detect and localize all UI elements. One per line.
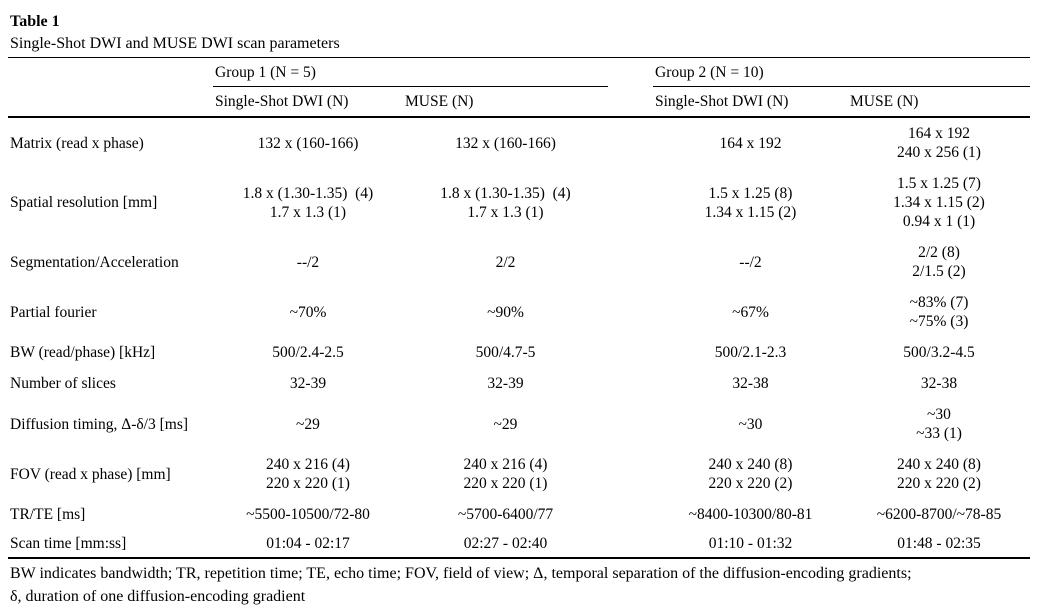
cell-g1-muse: 240 x 216 (4) 220 x 220 (1) [463,456,548,492]
cell-g2-muse: 32-38 [920,375,958,392]
cell-g1-muse: 2/2 [495,253,516,271]
cell-g2-muse: ~83% (7) ~75% (3) [909,294,969,330]
cell-g1-muse: ~29 [493,415,518,433]
group-header-row: Group 1 (N = 5) Group 2 (N = 10) [8,57,1030,87]
spacer-cell [608,368,653,399]
table-subtitle: Single-Shot DWI and MUSE DWI scan parame… [10,35,340,52]
table-row-diffusion-timing: Diffusion timing, Δ-δ/3 [ms] ~29 ~29 ~30… [8,399,1030,449]
group-spacer-cell [608,58,653,87]
cell-g1-muse: ~90% [487,303,524,321]
cell-g2-ssdwi: ~67% [732,303,769,321]
spacer-cell [608,449,653,499]
spacer-cell [608,237,653,287]
spacer-cell [608,287,653,337]
cell-g1-ssdwi: 500/2.4-2.5 [272,344,344,361]
table-row-partial-fourier: Partial fourier ~70% ~90% ~67% ~83% (7) … [8,287,1030,337]
cell-g2-ssdwi: 1.5 x 1.25 (8) 1.34 x 1.15 (2) [704,184,797,221]
spacer-cell [608,499,653,530]
cell-g1-ssdwi: 32-39 [289,375,327,392]
cell-g2-muse: ~30 ~33 (1) [916,406,962,442]
footnote-line-1: BW indicates bandwidth; TR, repetition t… [10,565,912,582]
column-header-empty-cell [8,86,213,118]
table-footnotes: BW indicates bandwidth; TR, repetition t… [10,563,1032,606]
spacer-cell [608,168,653,237]
spacer-cell [608,399,653,449]
row-label: Diffusion timing, Δ-δ/3 [ms] [10,415,189,433]
cell-g1-muse: 1.8 x (1.30-1.35) (4) 1.7 x 1.3 (1) [440,184,571,221]
cell-g2-muse: ~6200-8700/~78-85 [876,506,1002,523]
cell-g2-ssdwi: ~30 [738,415,763,433]
cell-g1-ssdwi: 1.8 x (1.30-1.35) (4) 1.7 x 1.3 (1) [242,184,374,221]
cell-g1-ssdwi: ~29 [296,415,320,433]
cell-g2-ssdwi: 32-38 [732,375,769,392]
cell-g2-muse: 500/3.2-4.5 [903,344,975,361]
cell-g1-muse: 132 x (160-166) [455,134,556,152]
row-label: Spatial resolution [mm] [10,194,158,211]
row-label: Segmentation/Acceleration [10,253,179,271]
cell-g1-ssdwi: ~5500-10500/72-80 [246,506,370,523]
group-2-header: Group 2 (N = 10) [653,57,1030,87]
table-row-number-of-slices: Number of slices 32-39 32-39 32-38 32-38 [8,368,1030,399]
cell-g2-muse: 240 x 240 (8) 220 x 220 (2) [897,456,981,492]
cell-g2-muse: 164 x 192 240 x 256 (1) [897,125,981,161]
col-header-group2-single-shot-dwi: Single-Shot DWI (N) [653,86,848,118]
cell-g2-ssdwi: ~8400-10300/80-81 [688,506,813,523]
row-label: BW (read/phase) [kHz] [10,344,156,361]
table-row-matrix: Matrix (read x phase) 132 x (160-166) 13… [8,117,1030,168]
cell-g2-ssdwi: --/2 [739,253,762,271]
row-label: TR/TE [ms] [10,506,86,523]
cell-g1-muse: 500/4.7-5 [475,344,536,361]
group-1-header: Group 1 (N = 5) [213,57,608,87]
table-row-bandwidth: BW (read/phase) [kHz] 500/2.4-2.5 500/4.… [8,337,1030,368]
table-row-scan-time: Scan time [mm:ss] 01:04 - 02:17 02:27 - … [8,530,1030,559]
row-label: Scan time [mm:ss] [8,530,213,559]
table-row-segmentation-acceleration: Segmentation/Acceleration --/2 2/2 --/2 … [8,237,1030,287]
table-row-tr-te: TR/TE [ms] ~5500-10500/72-80 ~5700-6400/… [8,499,1030,530]
scan-parameters-table: Group 1 (N = 5) Group 2 (N = 10) Single-… [8,57,1030,559]
cell-g2-ssdwi: 240 x 240 (8) 220 x 220 (2) [708,456,793,492]
cell-g2-muse: 1.5 x 1.25 (7) 1.34 x 1.15 (2) 0.94 x 1 … [893,175,985,230]
cell-g2-ssdwi: 01:10 - 01:32 [653,530,848,559]
column-header-row: Single-Shot DWI (N) MUSE (N) Single-Shot… [8,86,1030,118]
cell-g2-ssdwi: 164 x 192 [719,134,782,152]
cell-g2-muse: 01:48 - 02:35 [848,530,1030,559]
col-header-group1-single-shot-dwi: Single-Shot DWI (N) [213,86,403,118]
column-header-spacer-cell [608,86,653,118]
cell-g1-ssdwi: 01:04 - 02:17 [213,530,403,559]
spacer-cell [608,337,653,368]
cell-g1-ssdwi: 132 x (160-166) [257,134,359,152]
cell-g2-muse: 2/2 (8) 2/1.5 (2) [912,244,966,280]
row-label: FOV (read x phase) [mm] [10,465,171,483]
cell-g1-ssdwi: 240 x 216 (4) 220 x 220 (1) [266,456,350,492]
row-label: Partial fourier [10,303,97,321]
cell-g1-ssdwi: ~70% [289,303,327,321]
table-row-spatial-resolution: Spatial resolution [mm] 1.8 x (1.30-1.35… [8,168,1030,237]
spacer-cell [608,117,653,168]
col-header-group1-muse: MUSE (N) [403,86,608,118]
cell-g1-muse: ~5700-6400/77 [457,506,554,523]
cell-g1-ssdwi: --/2 [296,253,320,271]
spacer-cell [608,530,653,559]
cell-g1-muse: 32-39 [487,375,524,392]
cell-g1-muse: 02:27 - 02:40 [403,530,608,559]
cell-g2-ssdwi: 500/2.1-2.3 [714,344,787,361]
table-row-fov: FOV (read x phase) [mm] 240 x 216 (4) 22… [8,449,1030,499]
row-label: Matrix (read x phase) [10,134,144,152]
row-label: Number of slices [10,375,116,392]
col-header-group2-muse: MUSE (N) [848,86,1030,118]
footnote-line-2: δ, duration of one diffusion-encoding gr… [10,588,306,605]
table-title: Table 1 [10,13,60,30]
group-header-empty-cell [8,58,213,87]
